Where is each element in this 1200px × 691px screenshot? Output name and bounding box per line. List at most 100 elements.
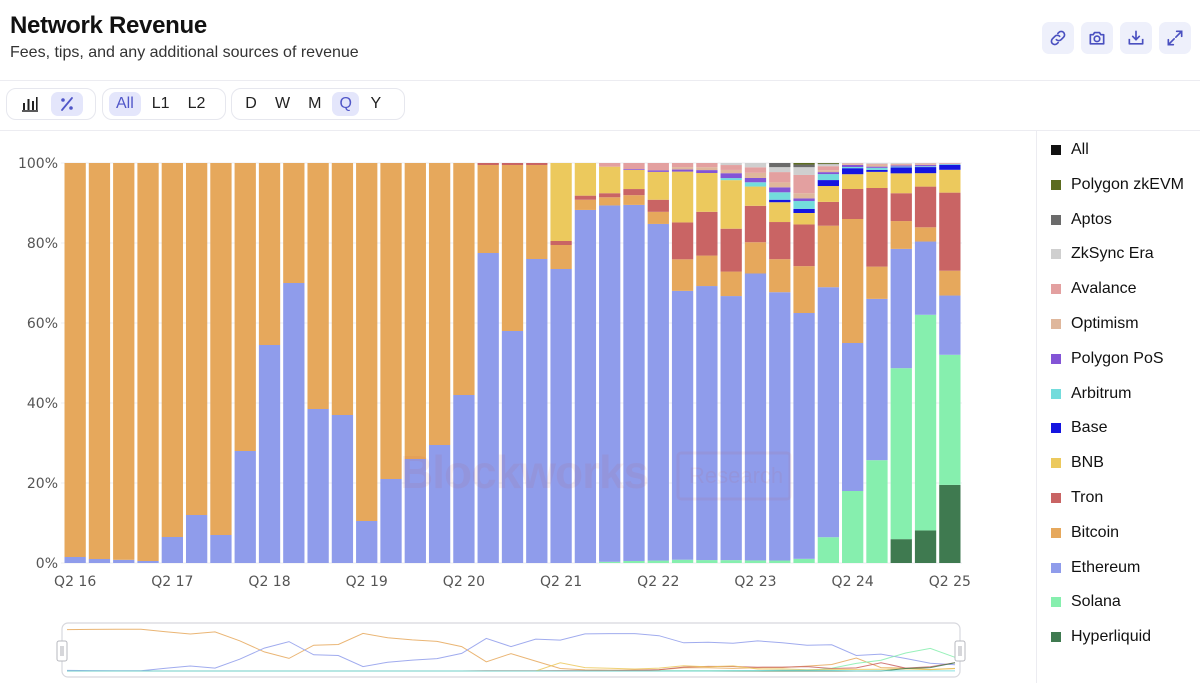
brush-right-handle[interactable] bbox=[954, 640, 966, 662]
period-w[interactable]: W bbox=[275, 95, 291, 112]
bar-segment[interactable] bbox=[939, 270, 961, 296]
bar-segment[interactable] bbox=[793, 201, 815, 209]
bar-segment[interactable] bbox=[453, 395, 475, 563]
legend-item[interactable]: All bbox=[1051, 140, 1089, 160]
bar-segment[interactable] bbox=[842, 491, 864, 563]
bar-segment[interactable] bbox=[914, 166, 937, 168]
legend-item[interactable]: Ethereum bbox=[1051, 558, 1140, 578]
bar-segment[interactable] bbox=[890, 164, 912, 166]
bar-segment[interactable] bbox=[866, 163, 888, 165]
bar-segment[interactable] bbox=[137, 163, 159, 561]
legend-item[interactable]: BNB bbox=[1051, 453, 1104, 473]
bar-segment[interactable] bbox=[842, 343, 864, 491]
bar-segment[interactable] bbox=[671, 167, 694, 170]
bar-segment[interactable] bbox=[623, 169, 645, 190]
bar-segment[interactable] bbox=[477, 253, 499, 563]
bar-segment[interactable] bbox=[914, 241, 937, 315]
bar-segment[interactable] bbox=[720, 178, 742, 181]
bar-segment[interactable] bbox=[307, 163, 329, 409]
bar-segment[interactable] bbox=[817, 180, 840, 187]
bar-segment[interactable] bbox=[866, 164, 888, 167]
bar-segment[interactable] bbox=[404, 459, 426, 563]
bar-segment[interactable] bbox=[526, 165, 548, 259]
bar-segment[interactable] bbox=[744, 205, 767, 243]
bar-segment[interactable] bbox=[550, 269, 572, 563]
bar-segment[interactable] bbox=[623, 204, 645, 561]
range-brush[interactable] bbox=[56, 622, 966, 678]
period-y[interactable]: Y bbox=[370, 95, 382, 112]
legend-item[interactable]: Tron bbox=[1051, 488, 1103, 508]
bar-segment[interactable] bbox=[113, 163, 135, 560]
bar-segment[interactable] bbox=[793, 213, 815, 225]
bar-segment[interactable] bbox=[744, 186, 767, 206]
bar-segment[interactable] bbox=[793, 163, 815, 165]
bar-segment[interactable] bbox=[526, 259, 548, 563]
bar-segment[interactable] bbox=[914, 227, 937, 242]
legend-item[interactable]: Polygon PoS bbox=[1051, 349, 1164, 369]
bar-segment[interactable] bbox=[866, 188, 888, 267]
bar-segment[interactable] bbox=[671, 163, 694, 168]
bar-segment[interactable] bbox=[769, 187, 791, 193]
bar-segment[interactable] bbox=[404, 163, 426, 459]
bar-segment[interactable] bbox=[501, 331, 524, 563]
bar-segment[interactable] bbox=[185, 163, 208, 515]
bar-segment[interactable] bbox=[769, 192, 791, 200]
period-m[interactable]: M bbox=[308, 95, 322, 112]
bar-segment[interactable] bbox=[64, 163, 86, 557]
bar-segment[interactable] bbox=[720, 228, 742, 272]
bar-segment[interactable] bbox=[234, 163, 256, 451]
bar-segment[interactable] bbox=[623, 163, 645, 170]
period-d[interactable]: D bbox=[245, 95, 257, 112]
bar-segment[interactable] bbox=[671, 559, 694, 563]
bar-segment[interactable] bbox=[817, 164, 840, 167]
bar-segment[interactable] bbox=[890, 539, 912, 563]
bar-segment[interactable] bbox=[769, 292, 791, 561]
bar-segment[interactable] bbox=[428, 445, 451, 563]
bar-segment[interactable] bbox=[866, 266, 888, 299]
bar-segment[interactable] bbox=[744, 273, 767, 561]
bar-segment[interactable] bbox=[744, 172, 767, 178]
bar-segment[interactable] bbox=[866, 298, 888, 461]
bar-segment[interactable] bbox=[817, 172, 840, 175]
period-q[interactable]: Q bbox=[332, 92, 359, 116]
bar-segment[interactable] bbox=[769, 182, 791, 188]
bar-segment[interactable] bbox=[939, 354, 961, 485]
bar-segment[interactable] bbox=[550, 245, 572, 269]
bar-segment[interactable] bbox=[769, 259, 791, 293]
bar-segment[interactable] bbox=[599, 561, 621, 563]
bar-segment[interactable] bbox=[574, 195, 597, 200]
bar-segment[interactable] bbox=[623, 189, 645, 196]
bar-segment[interactable] bbox=[842, 165, 864, 167]
copy-link-button[interactable] bbox=[1042, 22, 1074, 54]
download-button[interactable] bbox=[1120, 22, 1152, 54]
bar-segment[interactable] bbox=[793, 164, 815, 168]
bar-segment[interactable] bbox=[769, 167, 791, 173]
bar-segment[interactable] bbox=[720, 180, 742, 229]
bar-segment[interactable] bbox=[647, 223, 669, 561]
bar-segment[interactable] bbox=[696, 211, 718, 256]
bar-segment[interactable] bbox=[501, 165, 524, 331]
percent-button[interactable] bbox=[51, 92, 83, 116]
bar-segment[interactable] bbox=[939, 165, 961, 170]
bar-segment[interactable] bbox=[501, 163, 524, 165]
bar-segment[interactable] bbox=[185, 515, 208, 563]
bar-segment[interactable] bbox=[914, 173, 937, 187]
bar-segment[interactable] bbox=[817, 170, 840, 173]
bar-segment[interactable] bbox=[817, 537, 840, 563]
bar-segment[interactable] bbox=[720, 173, 742, 179]
bar-segment[interactable] bbox=[283, 163, 305, 283]
bar-segment[interactable] bbox=[939, 169, 961, 193]
bar-segment[interactable] bbox=[720, 296, 742, 561]
bar-segment[interactable] bbox=[599, 163, 621, 167]
bar-segment[interactable] bbox=[793, 266, 815, 313]
bar-segment[interactable] bbox=[793, 208, 815, 213]
bar-segment[interactable] bbox=[744, 167, 767, 173]
bar-segment[interactable] bbox=[866, 460, 888, 563]
bar-segment[interactable] bbox=[671, 259, 694, 291]
bar-segment[interactable] bbox=[623, 195, 645, 205]
bar-segment[interactable] bbox=[793, 198, 815, 202]
bar-segment[interactable] bbox=[331, 163, 354, 415]
bar-segment[interactable] bbox=[817, 163, 840, 164]
legend-item[interactable]: Hyperliquid bbox=[1051, 627, 1151, 647]
bar-segment[interactable] bbox=[914, 314, 937, 531]
